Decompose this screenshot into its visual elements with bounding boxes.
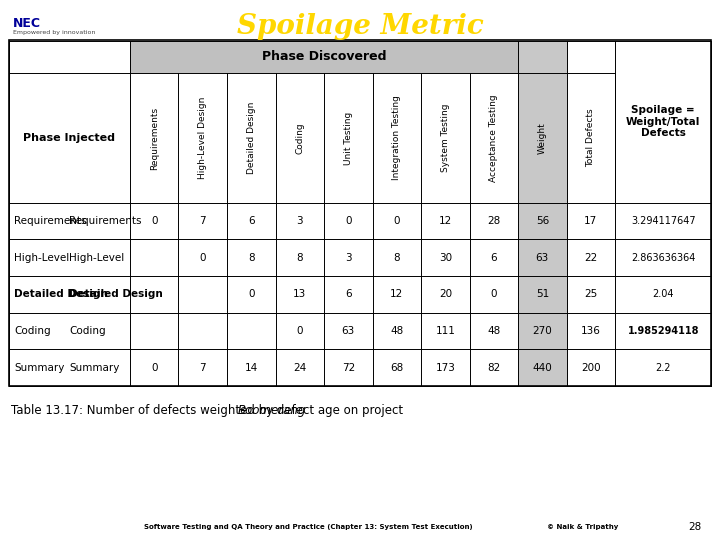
Text: Integration Testing: Integration Testing	[392, 96, 401, 180]
Text: 14: 14	[245, 363, 258, 373]
Text: 12: 12	[438, 216, 452, 226]
Text: 0: 0	[151, 363, 158, 373]
Text: Phase Discovered: Phase Discovered	[262, 50, 386, 63]
Text: Spoilage Metric: Spoilage Metric	[237, 14, 483, 40]
Text: Weight: Weight	[538, 122, 547, 154]
Text: 0: 0	[345, 216, 351, 226]
Text: 24: 24	[293, 363, 307, 373]
Text: Detailed Design: Detailed Design	[247, 102, 256, 174]
Text: Coding: Coding	[295, 122, 305, 154]
Text: 0: 0	[199, 253, 206, 262]
Text: 136: 136	[581, 326, 600, 336]
Text: Total Defects: Total Defects	[586, 109, 595, 167]
Text: Table 13.17: Number of defects weighted by defect age on project: Table 13.17: Number of defects weighted …	[11, 404, 407, 417]
Text: High-Level Design: High-Level Design	[198, 97, 207, 179]
Text: 2.863636364: 2.863636364	[631, 253, 696, 262]
Text: Requirements: Requirements	[69, 216, 142, 226]
Text: 1.985294118: 1.985294118	[628, 326, 699, 336]
Text: 30: 30	[438, 253, 452, 262]
Text: © Naik & Tripathy: © Naik & Tripathy	[547, 523, 618, 530]
Text: 6: 6	[490, 253, 498, 262]
Text: 7: 7	[199, 216, 206, 226]
Text: 0: 0	[394, 216, 400, 226]
Text: 6: 6	[248, 216, 255, 226]
Text: 8: 8	[248, 253, 255, 262]
Text: 63: 63	[536, 253, 549, 262]
Text: Coding: Coding	[69, 326, 106, 336]
Text: 2.04: 2.04	[652, 289, 674, 299]
Text: 12: 12	[390, 289, 403, 299]
Text: Software Testing and QA Theory and Practice (Chapter 13: System Test Execution): Software Testing and QA Theory and Pract…	[144, 523, 472, 530]
Text: Summary: Summary	[69, 363, 120, 373]
Text: 0: 0	[151, 216, 158, 226]
Text: Requirements: Requirements	[150, 106, 158, 170]
Text: 25: 25	[584, 289, 598, 299]
Text: 63: 63	[342, 326, 355, 336]
Text: NEC: NEC	[13, 17, 41, 30]
Text: Detailed Design: Detailed Design	[69, 289, 163, 299]
Text: 56: 56	[536, 216, 549, 226]
Text: 0: 0	[248, 289, 254, 299]
Text: 8: 8	[394, 253, 400, 262]
Text: 111: 111	[436, 326, 455, 336]
Text: Unit Testing: Unit Testing	[343, 111, 353, 165]
Text: 13: 13	[293, 289, 307, 299]
Text: Boomerang: Boomerang	[238, 404, 306, 417]
Text: 0: 0	[490, 289, 497, 299]
Text: 3: 3	[297, 216, 303, 226]
Text: 7: 7	[199, 363, 206, 373]
Text: 8: 8	[297, 253, 303, 262]
Text: 17: 17	[584, 216, 598, 226]
Text: 48: 48	[487, 326, 500, 336]
Text: Empowered by innovation: Empowered by innovation	[13, 30, 95, 35]
Text: 3: 3	[345, 253, 351, 262]
Text: 200: 200	[581, 363, 600, 373]
Text: 28: 28	[487, 216, 500, 226]
Text: 270: 270	[533, 326, 552, 336]
Text: High-Level: High-Level	[14, 253, 70, 262]
Text: 51: 51	[536, 289, 549, 299]
Text: 82: 82	[487, 363, 500, 373]
Text: High-Level: High-Level	[69, 253, 125, 262]
Text: Summary: Summary	[14, 363, 65, 373]
Text: 22: 22	[584, 253, 598, 262]
Text: 2.2: 2.2	[655, 363, 671, 373]
Text: Spoilage =
Weight/Total
Defects: Spoilage = Weight/Total Defects	[626, 105, 701, 138]
Text: Detailed Design: Detailed Design	[14, 289, 108, 299]
Text: Acceptance Testing: Acceptance Testing	[490, 94, 498, 182]
Text: 20: 20	[438, 289, 452, 299]
Text: 173: 173	[436, 363, 455, 373]
Text: 3.294117647: 3.294117647	[631, 216, 696, 226]
Text: 68: 68	[390, 363, 403, 373]
Text: 0: 0	[297, 326, 303, 336]
Text: 48: 48	[390, 326, 403, 336]
Text: Phase Injected: Phase Injected	[23, 133, 115, 143]
Text: 440: 440	[533, 363, 552, 373]
Text: 72: 72	[342, 363, 355, 373]
Text: System Testing: System Testing	[441, 104, 450, 172]
Text: 28: 28	[688, 522, 701, 531]
Text: Requirements: Requirements	[14, 216, 87, 226]
Text: 6: 6	[345, 289, 351, 299]
Text: Coding: Coding	[14, 326, 51, 336]
